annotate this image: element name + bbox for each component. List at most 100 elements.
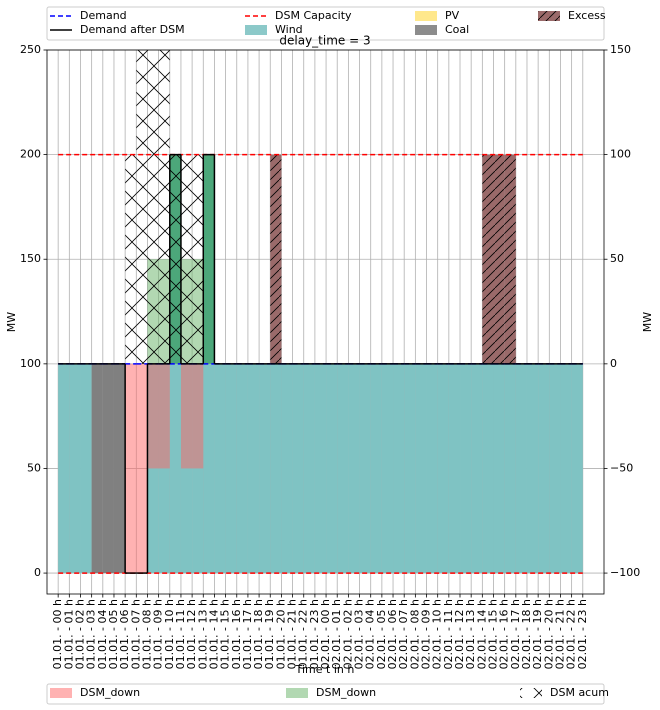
area-segment: [270, 363, 282, 574]
x-tick-label: 01.01. - 11 h: [174, 599, 187, 669]
area-segment: [292, 363, 304, 574]
x-tick-label: 02.01. - 03 h: [353, 599, 366, 669]
area-segment: [526, 363, 539, 574]
legend-label: Excess: [568, 9, 606, 22]
x-tick-label: 01.01. - 06 h: [118, 599, 131, 669]
y2-tick-label: 100: [610, 148, 631, 161]
area-segment: [203, 363, 215, 574]
legend-marker: [415, 11, 437, 21]
x-tick-label: 02.01. - 23 h: [576, 599, 589, 669]
area-segment: [381, 363, 394, 574]
dsm-bar: [192, 363, 204, 469]
area-segment: [493, 363, 505, 574]
y2-tick-label: −50: [610, 461, 633, 474]
x-tick-label: 01.01. - 17 h: [241, 599, 254, 669]
area-segment: [303, 363, 315, 574]
x-tick-label: 01.01. - 00 h: [51, 599, 64, 669]
dsm-bar: [125, 154, 137, 364]
x-tick-label: 02.01. - 13 h: [464, 599, 477, 669]
x-tick-label: 01.01. - 07 h: [129, 599, 142, 669]
y-tick-label: 200: [20, 148, 41, 161]
legend-label: Wind: [275, 23, 303, 36]
x-tick-label: 01.01. - 02 h: [73, 599, 86, 669]
area-segment: [538, 363, 550, 574]
x-tick-label: 02.01. - 01 h: [330, 599, 343, 669]
x-tick-label: 01.01. - 18 h: [252, 599, 265, 669]
x-tick-label: 01.01. - 04 h: [96, 599, 109, 669]
x-tick-label: 01.01. - 05 h: [107, 599, 120, 669]
y-tick-label: 100: [20, 357, 41, 370]
area-segment: [359, 363, 371, 574]
area-segment: [69, 363, 81, 574]
y2-tick-label: −100: [610, 566, 640, 579]
x-tick-label: 01.01. - 10 h: [163, 599, 176, 669]
dsm-bar: [136, 50, 148, 364]
area-segment: [448, 363, 461, 574]
y-tick-label: 0: [34, 566, 41, 579]
area-segment: [225, 363, 237, 574]
x-tick-label: 01.01. - 22 h: [297, 599, 310, 669]
y2-axis-label: MW: [641, 312, 654, 332]
x-tick-label: 01.01. - 13 h: [196, 599, 209, 669]
dsm-bar: [158, 50, 170, 364]
x-tick-label: 02.01. - 20 h: [542, 599, 555, 669]
x-tick-label: 02.01. - 05 h: [375, 599, 388, 669]
y-tick-label: 150: [20, 252, 41, 265]
legend-label: Demand after DSM: [80, 23, 185, 36]
area-segment: [214, 363, 226, 574]
area-segment: [113, 363, 126, 574]
x-tick-label: 02.01. - 22 h: [565, 599, 578, 669]
x-tick-label: 02.01. - 10 h: [431, 599, 444, 669]
area-segment: [437, 363, 449, 574]
x-tick-label: 02.01. - 11 h: [442, 599, 455, 669]
x-tick-label: 02.01. - 14 h: [475, 599, 488, 669]
x-tick-label: 01.01. - 01 h: [62, 599, 75, 669]
legend-marker: [286, 688, 308, 698]
x-tick-label: 01.01. - 23 h: [308, 599, 321, 669]
area-segment: [337, 363, 349, 574]
legend-marker: [520, 688, 542, 698]
area-segment: [370, 363, 382, 574]
area-segment: [236, 363, 248, 574]
area-segment: [58, 363, 70, 574]
legend-label: DSM_down: [316, 686, 376, 699]
plot-layer: [58, 50, 583, 574]
area-segment: [80, 363, 92, 574]
x-tick-label: 02.01. - 19 h: [531, 599, 544, 669]
x-tick-label: 02.01. - 18 h: [520, 599, 533, 669]
legend-top-frame: [46, 6, 605, 41]
dsm-bar: [180, 154, 193, 364]
area-segment: [169, 363, 181, 574]
dsm-bar: [270, 154, 282, 364]
x-tick-label: 01.01. - 16 h: [230, 599, 243, 669]
x-tick-label: 01.01. - 19 h: [263, 599, 276, 669]
dsm-bar: [147, 363, 159, 469]
x-tick-label: 02.01. - 17 h: [509, 599, 522, 669]
area-segment: [281, 363, 293, 574]
area-segment: [393, 363, 405, 574]
x-axis-label: Time t in h: [295, 663, 355, 676]
area-segment: [247, 363, 260, 574]
x-tick-label: 01.01. - 15 h: [219, 599, 232, 669]
area-segment: [415, 363, 427, 574]
area-segment: [426, 363, 438, 574]
x-tick-label: 02.01. - 04 h: [364, 599, 377, 669]
y2-tick-label: 150: [610, 43, 631, 56]
legend-label: DSM_down: [80, 686, 140, 699]
y2-tick-label: 50: [610, 252, 624, 265]
x-tick-label: 02.01. - 07 h: [397, 599, 410, 669]
area-segment: [314, 363, 327, 574]
x-tick-label: 02.01. - 15 h: [486, 599, 499, 669]
x-tick-label: 02.01. - 08 h: [408, 599, 421, 669]
chart-title: delay_time = 3: [279, 34, 370, 48]
area-segment: [515, 363, 527, 574]
legend-label: DSM acum: [550, 686, 609, 699]
x-tick-label: 02.01. - 00 h: [319, 599, 332, 669]
area-segment: [326, 363, 338, 574]
area-segment: [348, 363, 360, 574]
x-tick-label: 01.01. - 21 h: [286, 599, 299, 669]
x-tick-label: 01.01. - 12 h: [185, 599, 198, 669]
x-tick-label: 01.01. - 20 h: [274, 599, 287, 669]
